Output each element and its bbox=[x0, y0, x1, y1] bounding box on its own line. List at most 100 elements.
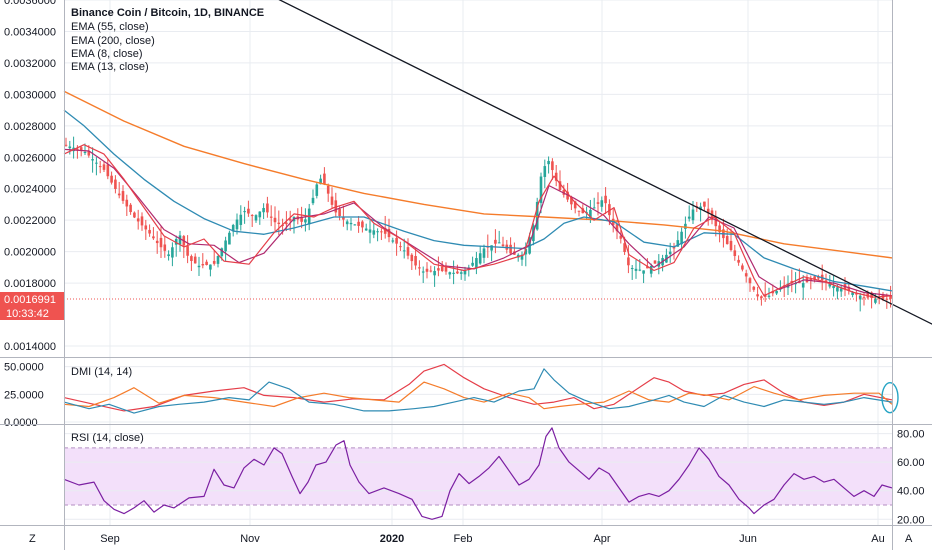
rsi-pane[interactable]: 80.00 60.00 40.00 20.00 bbox=[63, 427, 925, 526]
auto-scale-button-a[interactable]: A bbox=[900, 530, 918, 546]
price-tick-label: 0.0034000 bbox=[4, 26, 56, 38]
candle-body bbox=[889, 295, 892, 299]
rsi-tick-label: 80.00 bbox=[897, 429, 925, 441]
candle-body bbox=[699, 206, 702, 210]
candle-body bbox=[391, 240, 395, 242]
candle-body bbox=[220, 248, 224, 257]
time-axis[interactable]: Sep Nov 2020 Feb Apr Jun Au bbox=[100, 533, 885, 545]
candle-body bbox=[231, 224, 235, 232]
a-button-bg[interactable] bbox=[900, 530, 918, 546]
rsi-line-0 bbox=[63, 427, 893, 520]
candle-body bbox=[269, 216, 273, 218]
candle-body bbox=[638, 269, 642, 271]
dmi-tick-label: 25.0000 bbox=[4, 389, 44, 401]
auto-scale-button-z[interactable]: Z bbox=[24, 530, 42, 546]
candle-body bbox=[748, 278, 752, 284]
candle-body bbox=[144, 225, 148, 230]
candle-body bbox=[83, 151, 87, 154]
candle-body bbox=[444, 266, 448, 272]
candle-body bbox=[79, 147, 83, 151]
candle-body bbox=[167, 254, 170, 257]
candle-body bbox=[250, 215, 254, 217]
candle-body bbox=[121, 191, 125, 201]
candle-body bbox=[383, 227, 387, 234]
candle-body bbox=[315, 184, 319, 196]
candle-body bbox=[440, 266, 444, 272]
candle-body bbox=[600, 200, 604, 207]
candle-body bbox=[539, 176, 543, 203]
candle-body bbox=[110, 175, 113, 183]
candle-body bbox=[273, 217, 277, 223]
rsi-tick-label: 20.00 bbox=[897, 514, 925, 526]
candle-body bbox=[178, 235, 182, 245]
price-legend: Binance Coin / Bitcoin, 1D, BINANCE EMA … bbox=[71, 7, 264, 73]
candle-body bbox=[855, 293, 858, 295]
candle-body bbox=[262, 207, 265, 213]
candle-body bbox=[703, 201, 706, 207]
candle-body bbox=[387, 228, 391, 238]
candle-body bbox=[581, 208, 585, 214]
candle-body bbox=[64, 144, 68, 146]
time-tick-label: Nov bbox=[240, 533, 260, 545]
candle-body bbox=[410, 254, 414, 262]
candle-body bbox=[554, 172, 558, 181]
a-button-label[interactable]: A bbox=[905, 533, 913, 545]
candle-body bbox=[239, 214, 243, 225]
candle-body bbox=[334, 200, 338, 213]
candle-body bbox=[102, 164, 106, 170]
candle-body bbox=[482, 248, 486, 258]
candle-body bbox=[68, 146, 72, 149]
dmi-pane[interactable]: 50.0000 25.0000 0.0000 bbox=[4, 362, 899, 429]
price-pane[interactable]: 0.0036000 0.0034000 0.0032000 0.0030000 0.00… bbox=[4, 0, 932, 525]
candle-body bbox=[828, 284, 832, 287]
legend-ema8: EMA (8, close) bbox=[71, 48, 143, 60]
candle-body bbox=[174, 238, 178, 245]
candle-body bbox=[152, 236, 155, 239]
price-tick-label: 0.0022000 bbox=[4, 215, 56, 227]
candle-body bbox=[623, 243, 626, 252]
candle-body bbox=[634, 268, 638, 271]
price-tick-label: 0.0024000 bbox=[4, 184, 56, 196]
z-button-bg[interactable] bbox=[24, 530, 42, 546]
dmi-series-line-1 bbox=[63, 381, 893, 410]
last-price-label: 0.0016991 bbox=[4, 294, 56, 306]
candle-body bbox=[475, 258, 478, 269]
candle-body bbox=[558, 181, 562, 190]
candle-body bbox=[817, 276, 820, 279]
z-button-label[interactable]: Z bbox=[29, 533, 36, 545]
candle-body bbox=[509, 244, 512, 254]
candle-body bbox=[159, 237, 163, 248]
candle-body bbox=[117, 193, 121, 196]
last-price-badge: 0.0016991 10:33:42 bbox=[0, 292, 64, 320]
candle-body bbox=[235, 219, 239, 230]
dmi-tick-label: 0.0000 bbox=[4, 417, 38, 429]
candle-body bbox=[851, 292, 854, 296]
candle-body bbox=[353, 224, 357, 226]
candle-body bbox=[824, 280, 828, 283]
candle-body bbox=[106, 164, 110, 177]
candle-body bbox=[171, 247, 174, 258]
candle-body bbox=[224, 240, 227, 252]
candle-body bbox=[190, 256, 193, 262]
price-tick-label: 0.0018000 bbox=[4, 278, 56, 290]
candle-body bbox=[684, 223, 687, 229]
candle-body bbox=[729, 240, 733, 251]
candle-body bbox=[421, 271, 425, 273]
candle-body bbox=[345, 221, 349, 225]
candle-body bbox=[573, 201, 577, 209]
candle-body bbox=[691, 209, 695, 221]
legend-ema13: EMA (13, close) bbox=[71, 61, 149, 73]
candle-body bbox=[832, 286, 835, 289]
dmi-highlight-circle bbox=[881, 381, 899, 414]
candle-body bbox=[414, 256, 417, 266]
time-tick-label: Jun bbox=[739, 533, 757, 545]
candle-body bbox=[376, 231, 379, 233]
candle-body bbox=[140, 216, 144, 226]
candle-body bbox=[125, 199, 129, 207]
candle-body bbox=[809, 278, 813, 281]
candle-body bbox=[380, 231, 383, 233]
candle-body bbox=[520, 254, 524, 260]
candle-body bbox=[258, 211, 262, 218]
candle-body bbox=[577, 210, 581, 212]
